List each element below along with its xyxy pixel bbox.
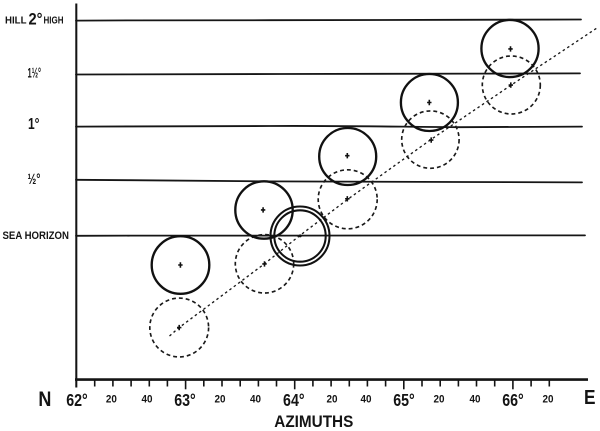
svg-text:64°: 64° — [283, 390, 305, 410]
svg-text:63°: 63° — [174, 390, 196, 410]
svg-text:1°: 1° — [28, 116, 40, 133]
svg-text:20: 20 — [106, 394, 117, 406]
svg-text:2°: 2° — [29, 10, 43, 29]
svg-text:AZIMUTHS: AZIMUTHS — [274, 412, 353, 431]
svg-text:62°: 62° — [66, 390, 88, 410]
svg-text:40: 40 — [142, 394, 153, 406]
svg-text:20: 20 — [543, 394, 554, 406]
svg-text:HILL: HILL — [5, 15, 27, 27]
svg-text:40: 40 — [361, 394, 372, 406]
svg-text:40: 40 — [470, 394, 481, 406]
svg-text:65°: 65° — [393, 390, 415, 410]
svg-text:SEA HORIZON: SEA HORIZON — [3, 230, 70, 242]
svg-text:N: N — [38, 387, 51, 411]
svg-text:66°: 66° — [502, 390, 524, 410]
svg-text:20: 20 — [434, 394, 445, 406]
svg-text:20: 20 — [215, 394, 226, 406]
svg-text:HIGH: HIGH — [44, 15, 64, 27]
svg-text:20: 20 — [327, 394, 338, 406]
svg-text:½°: ½° — [28, 171, 41, 188]
svg-text:40: 40 — [250, 394, 261, 406]
svg-text:1½°: 1½° — [28, 65, 42, 81]
svg-text:E: E — [584, 387, 596, 409]
